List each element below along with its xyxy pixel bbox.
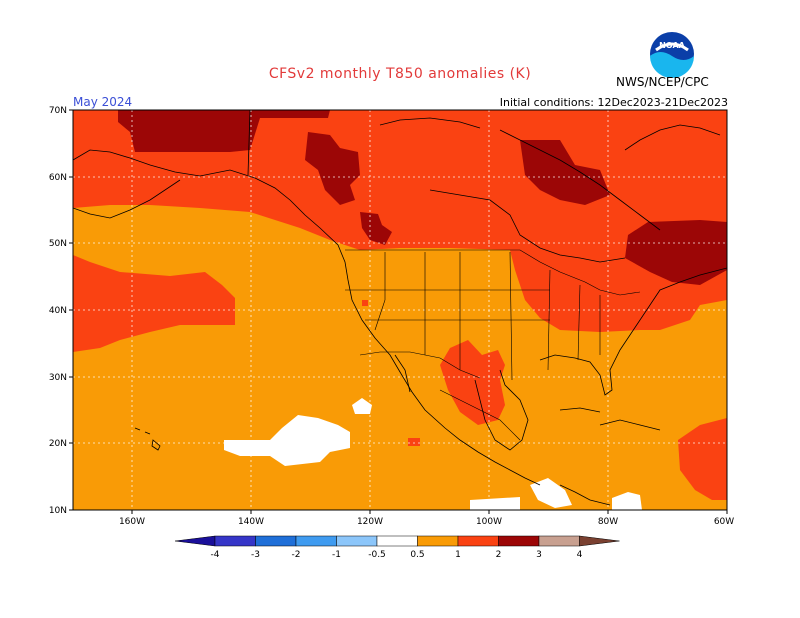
legend-swatch [376,535,418,547]
legend-arrow-low [174,535,216,547]
map-gridlines [73,110,727,510]
forecast-month: May 2024 [73,95,133,109]
anomaly-region-hudson [520,140,610,205]
legend-swatch [255,535,297,547]
anomaly-region-neutral-central-america [530,478,572,508]
legend-swatch [417,535,459,547]
legend-label: -0.5 [368,550,386,560]
anomaly-region-bc [360,212,392,245]
lat-tick-label: 30N [49,373,67,383]
lat-tick-label: 40N [49,306,67,316]
legend-label: 2 [496,550,502,560]
legend-label: 0.5 [410,550,424,560]
legend-swatch [498,535,540,547]
anomaly-region-neutral-small [352,398,372,414]
lon-tick-label: 120W [357,517,383,527]
lat-tick-label: 50N [49,239,67,249]
anomaly-region-neutral-south [612,492,642,510]
anomaly-region-neutral-pacific [224,415,350,466]
legend-label: 4 [577,550,583,560]
legend-label: -2 [292,550,301,560]
lon-tick-label: 140W [238,517,264,527]
coastlines [73,110,727,506]
legend-label: -1 [332,550,341,560]
legend-label: 1 [455,550,461,560]
lon-tick-label: 60W [714,517,734,527]
legend-swatch [214,535,256,547]
hawaii-islands [134,427,161,451]
legend-swatch [295,535,337,547]
legend-label: -4 [211,550,220,560]
political-borders [345,249,641,441]
lon-tick-label: 100W [476,517,502,527]
lat-tick-label: 20N [49,439,67,449]
anomaly-region-pacific [73,255,235,352]
lon-tick-label: 80W [598,517,618,527]
legend-swatch [336,535,378,547]
lat-tick-label: 60N [49,173,67,183]
legend-label: -3 [251,550,260,560]
noaa-logo: NOAA [648,30,696,82]
legend-swatch [457,535,499,547]
longitude-axis: 160W 140W 120W 100W 80W 60W [119,510,734,527]
latitude-axis: 70N 60N 50N 40N 30N 20N 10N [49,106,73,516]
legend-arrow-high [579,535,620,547]
legend-swatch [538,535,580,547]
anomaly-field [73,110,727,510]
map-title: CFSv2 monthly T850 anomalies (K) [268,66,532,82]
anomaly-region-caribbean [678,418,727,500]
noaa-logo-text: NOAA [659,41,685,50]
lat-tick-label: 10N [49,506,67,516]
color-legend: -4 -3 -2 -1 -0.5 0.5 1 2 3 4 [174,535,620,560]
initial-conditions: Initial conditions: 12Dec2023-21Dec2023 [499,96,728,109]
agency-label: NWS/NCEP/CPC [616,75,709,89]
anomaly-region-alaska-north [118,110,330,152]
anomaly-region-quebec [625,220,727,285]
anomaly-speck [362,300,368,306]
anomaly-speck [408,438,420,446]
legend-label: 3 [536,550,542,560]
lat-tick-label: 70N [49,106,67,116]
lon-tick-label: 160W [119,517,145,527]
anomaly-region-neutral-strip [470,497,520,510]
anomaly-region-canada-west [305,132,360,205]
